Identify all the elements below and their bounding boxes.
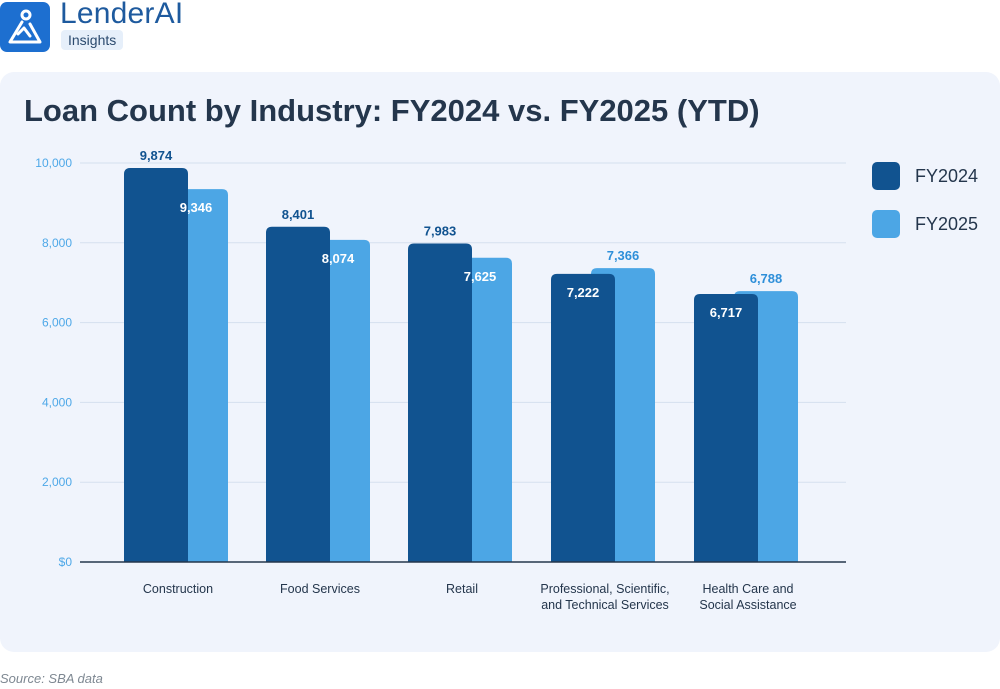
legend-swatch-fy2025 xyxy=(872,210,900,238)
value-label-fy2025-1: 9,346 xyxy=(180,200,213,215)
legend-swatch-fy2024 xyxy=(872,162,900,190)
value-label-fy2024-2: 8,401 xyxy=(282,207,315,222)
source-note: Source: SBA data xyxy=(0,671,103,686)
value-label-fy2025-3: 7,625 xyxy=(464,269,497,284)
y-tick-label: 6,000 xyxy=(42,316,72,330)
category-label-1: Construction xyxy=(143,582,213,596)
y-tick-label: 10,000 xyxy=(35,156,72,170)
bar-fy2024-2 xyxy=(266,226,330,562)
category-label-line: Retail xyxy=(446,582,478,596)
category-label-line: Social Assistance xyxy=(699,598,796,612)
bar-fy2024-4 xyxy=(551,273,615,562)
value-label-fy2024-3: 7,983 xyxy=(424,223,457,238)
brand-badge: Insights xyxy=(61,30,124,50)
bar-fy2024-1 xyxy=(124,168,188,562)
y-tick-label: 2,000 xyxy=(42,475,72,489)
value-label-fy2025-2: 8,074 xyxy=(322,251,355,266)
brand-name: LenderAI xyxy=(60,0,184,30)
bar-fy2024-3 xyxy=(408,243,472,562)
chart-legend: FY2024 FY2025 xyxy=(872,160,1000,256)
category-label-4: Professional, Scientific, and Technical S… xyxy=(540,582,669,612)
category-label-3: Retail xyxy=(446,582,478,596)
brand-header: LenderAI Insights xyxy=(0,0,300,60)
category-label-2: Food Services xyxy=(280,582,360,596)
category-label-line: Construction xyxy=(143,582,213,596)
legend-label-fy2025: FY2025 xyxy=(915,214,979,234)
value-label-fy2025-5: 6,788 xyxy=(750,271,783,286)
category-label-line: Professional, Scientific, xyxy=(540,582,669,596)
chart-title: Loan Count by Industry: FY2024 vs. FY202… xyxy=(24,93,760,128)
category-label-5: Health Care and Social Assistance xyxy=(699,582,796,612)
legend-item-fy2024: FY2024 xyxy=(872,160,1000,208)
value-label-fy2024-1: 9,874 xyxy=(140,148,173,163)
category-label-line: and Technical Services xyxy=(541,598,669,612)
legend-item-fy2025: FY2025 xyxy=(872,208,1000,256)
y-tick-label: $0 xyxy=(59,555,73,569)
value-label-fy2025-4: 7,366 xyxy=(607,248,640,263)
legend-label-fy2024: FY2024 xyxy=(915,166,979,186)
value-label-fy2024-4: 7,222 xyxy=(567,285,600,300)
triangle-person-logo-icon xyxy=(0,2,50,52)
y-tick-label: 4,000 xyxy=(42,395,72,409)
chart-card: Loan Count by Industry: FY2024 vs. FY202… xyxy=(0,72,1000,652)
category-label-line: Food Services xyxy=(280,582,360,596)
value-label-fy2024-5: 6,717 xyxy=(710,305,743,320)
y-tick-label: 8,000 xyxy=(42,236,72,250)
bar-fy2024-5 xyxy=(694,293,758,562)
category-label-line: Health Care and xyxy=(702,582,793,596)
bar-chart: $0 2,000 4,000 6,000 8,000 10,000 9,874 8,401 7,… xyxy=(35,148,846,612)
